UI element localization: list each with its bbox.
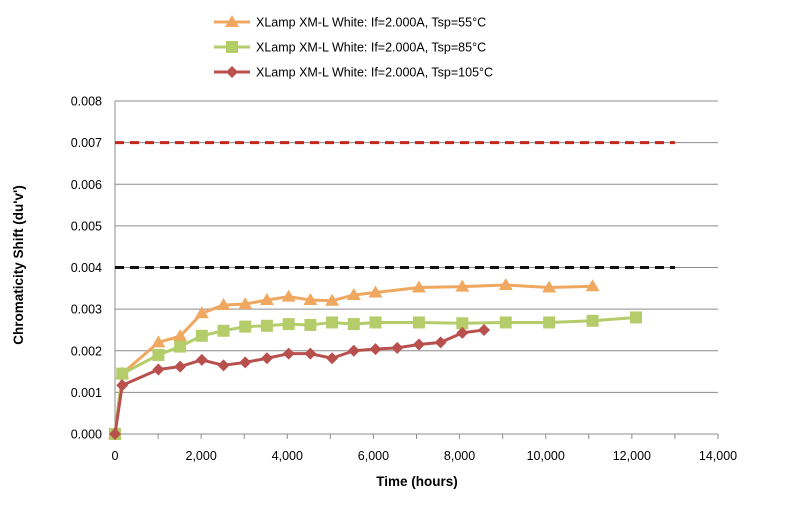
- data-point: [152, 348, 165, 361]
- legend-marker: [226, 41, 238, 53]
- data-point: [260, 319, 273, 332]
- legend: XLamp XM-L White: If=2.000A, Tsp=55°C XLa…: [214, 15, 493, 80]
- series-line: [113, 283, 593, 435]
- data-point: [282, 347, 295, 360]
- data-point: [455, 279, 470, 292]
- data-point: [109, 428, 121, 440]
- x-tick-label: 6,000: [358, 449, 389, 463]
- series-1: [108, 277, 600, 439]
- x-tick-label: 2,000: [186, 449, 217, 463]
- data-point: [194, 306, 209, 319]
- data-point: [369, 343, 382, 356]
- data-point: [304, 318, 317, 331]
- legend-label: XLamp XM-L White: If=2.000A, Tsp=85°C: [256, 41, 486, 55]
- y-tick-label: 0.000: [71, 428, 102, 442]
- legend-entry: XLamp XM-L White: If=2.000A, Tsp=55°C: [214, 15, 486, 30]
- data-point: [116, 367, 129, 380]
- data-point: [173, 329, 188, 342]
- data-point: [412, 338, 425, 351]
- data-point: [543, 316, 556, 329]
- data-point: [239, 356, 252, 369]
- series-2: [109, 311, 642, 440]
- data-point: [217, 324, 230, 337]
- data-point: [586, 314, 599, 327]
- data-point: [368, 285, 383, 298]
- y-tick-label: 0.006: [71, 178, 102, 192]
- series-3: [109, 323, 491, 440]
- data-point: [347, 344, 360, 357]
- data-point: [281, 289, 296, 302]
- data-point: [456, 326, 469, 339]
- x-tick-label: 8,000: [444, 449, 475, 463]
- series-line: [113, 315, 637, 435]
- y-tick-label: 0.007: [71, 136, 102, 150]
- y-axis-title: Chromaticity Shift (du'v'): [11, 185, 26, 344]
- series-line: [113, 328, 485, 435]
- data-point: [346, 287, 361, 300]
- data-point: [456, 317, 469, 330]
- y-tick-label: 0.003: [71, 303, 102, 317]
- x-axis-title: Time (hours): [376, 474, 458, 489]
- data-point: [325, 293, 340, 306]
- data-point: [498, 277, 513, 290]
- data-point: [542, 280, 557, 293]
- y-tick-label: 0.004: [71, 261, 102, 275]
- data-point: [499, 316, 512, 329]
- x-tick-label: 10,000: [527, 449, 565, 463]
- data-point: [216, 297, 231, 310]
- data-point: [282, 318, 295, 331]
- data-point: [239, 320, 252, 333]
- axes: [114, 101, 719, 439]
- legend-marker: [225, 15, 239, 27]
- legend-label: XLamp XM-L White: If=2.000A, Tsp=105°C: [256, 66, 493, 80]
- data-point: [347, 318, 360, 331]
- legend-label: XLamp XM-L White: If=2.000A, Tsp=55°C: [256, 16, 486, 30]
- legend-entry: XLamp XM-L White: If=2.000A, Tsp=85°C: [214, 41, 486, 55]
- y-tick-label: 0.005: [71, 219, 102, 233]
- data-point: [260, 352, 273, 365]
- data-point: [326, 352, 339, 365]
- data-point: [391, 341, 404, 354]
- series-layer: [108, 277, 642, 440]
- data-point: [629, 311, 642, 324]
- data-point: [478, 323, 491, 336]
- data-point: [174, 360, 187, 373]
- legend-entry: XLamp XM-L White: If=2.000A, Tsp=105°C: [214, 66, 493, 80]
- data-point: [151, 335, 166, 348]
- data-point: [434, 336, 447, 349]
- data-point: [238, 297, 253, 310]
- x-tick-label: 14,000: [699, 449, 737, 463]
- data-point: [412, 316, 425, 329]
- data-point: [326, 316, 339, 329]
- data-point: [259, 292, 274, 305]
- data-point: [585, 279, 600, 292]
- y-tick-label: 0.008: [71, 95, 102, 109]
- data-point: [411, 280, 426, 293]
- data-point: [174, 340, 187, 353]
- data-point: [303, 292, 318, 305]
- data-point: [195, 329, 208, 342]
- data-point: [152, 363, 165, 376]
- x-tick-label: 12,000: [613, 449, 651, 463]
- x-tick-label: 0: [112, 449, 119, 463]
- data-point: [217, 359, 230, 372]
- data-point: [369, 316, 382, 329]
- x-tick-label: 4,000: [272, 449, 303, 463]
- data-point: [304, 347, 317, 360]
- gridlines: [115, 100, 718, 393]
- data-point: [195, 353, 208, 366]
- y-tick-label: 0.002: [71, 344, 102, 358]
- legend-marker: [226, 66, 238, 78]
- data-point: [116, 379, 129, 392]
- tick-labels: 0.000 0.001 0.002 0.003 0.004 0.005 0.006 0.007…: [71, 95, 737, 464]
- y-tick-label: 0.001: [71, 386, 102, 400]
- reference-lines: [115, 141, 675, 269]
